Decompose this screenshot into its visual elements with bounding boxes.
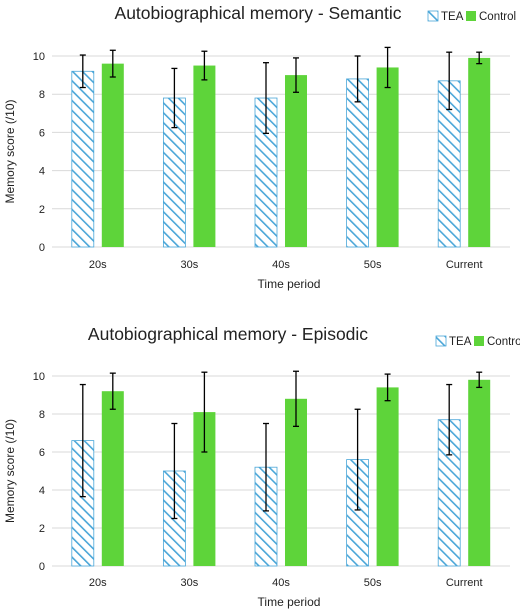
bar-control-current [468, 379, 491, 566]
legend-label-control: Control [487, 336, 520, 348]
bar-control-20s [101, 63, 124, 247]
legend-swatch-tea [427, 10, 439, 22]
y-tick-label: 8 [39, 89, 45, 101]
semantic-bar-chart: Autobiographical memory - Semantic TEA Con… [3, 3, 516, 291]
y-tick-label: 0 [39, 561, 45, 573]
x-tick-label-50s: 50s [364, 259, 382, 271]
x-tick-label-current: Current [446, 577, 483, 589]
y-tick-label: 10 [33, 371, 45, 383]
y-tick-label: 10 [33, 51, 45, 63]
legend-label-control: Control [479, 11, 516, 23]
legend-label-tea: TEA [449, 336, 472, 348]
x-axis-label: Time period [258, 595, 321, 609]
x-tick-label-40s: 40s [272, 577, 290, 589]
bar-tea-20s [71, 70, 95, 248]
y-tick-label: 2 [39, 523, 45, 535]
bar-control-30s [193, 412, 216, 566]
bar-control-50s [376, 387, 399, 566]
chart-title: Autobiographical memory - Semantic [115, 3, 402, 23]
bar-control-current [468, 57, 491, 247]
chart-title: Autobiographical memory - Episodic [88, 324, 368, 344]
x-tick-label-current: Current [446, 259, 483, 271]
y-tick-label: 4 [39, 166, 45, 178]
bar-control-40s [285, 75, 307, 247]
bar-control-50s [376, 67, 399, 248]
y-tick-label: 2 [39, 204, 45, 216]
bar-tea-50s [346, 78, 370, 248]
x-tick-label-20s: 20s [89, 259, 107, 271]
y-tick-label: 4 [39, 485, 45, 497]
y-tick-label: 8 [39, 409, 45, 421]
legend-swatch-control [474, 336, 484, 346]
y-tick-label: 0 [39, 242, 45, 254]
x-tick-label-40s: 40s [272, 259, 290, 271]
legend-swatch-control [466, 11, 476, 21]
y-tick-label: 6 [39, 447, 45, 459]
x-tick-label-50s: 50s [364, 577, 382, 589]
chart-legend: TEA Control [427, 10, 516, 23]
y-tick-label: 6 [39, 127, 45, 139]
x-tick-label-30s: 30s [181, 577, 199, 589]
x-axis-label: Time period [258, 277, 321, 291]
y-axis-label: Memory score (/10) [3, 99, 17, 203]
episodic-chart-panel: Autobiographical memory - Episodic TEA Con… [0, 318, 520, 611]
episodic-bar-chart: Autobiographical memory - Episodic TEA Con… [3, 324, 520, 609]
bar-control-20s [101, 391, 124, 566]
x-tick-label-20s: 20s [89, 577, 107, 589]
semantic-chart-panel: Autobiographical memory - Semantic TEA Con… [0, 0, 520, 300]
bar-control-30s [193, 65, 216, 247]
bar-control-40s [285, 398, 307, 566]
x-tick-label-30s: 30s [181, 259, 199, 271]
legend-swatch-tea [435, 335, 447, 347]
chart-legend: TEA Control [435, 335, 520, 348]
y-axis-label: Memory score (/10) [3, 419, 17, 523]
legend-label-tea: TEA [441, 11, 464, 23]
